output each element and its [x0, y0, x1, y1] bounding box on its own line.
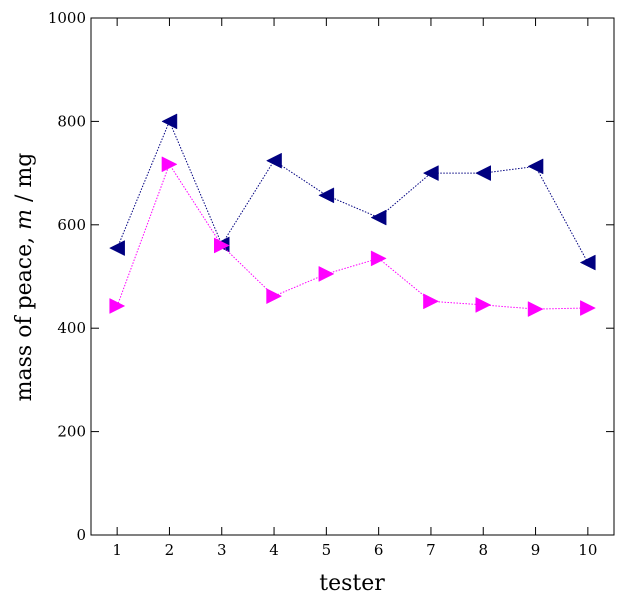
series-1-point-10 [579, 254, 596, 271]
series-1-point-7 [422, 165, 439, 182]
x-axis-label: tester [319, 571, 385, 596]
series-layer [109, 113, 596, 317]
series-2-point-5 [318, 266, 335, 282]
series-1-point-1 [109, 240, 125, 256]
x-tick-label-7: 7 [426, 541, 436, 559]
series-2-point-3 [214, 237, 230, 254]
y-axis-label: mass of peace, m / mg [12, 153, 37, 402]
series-1-point-5 [318, 187, 335, 204]
series-1-point-8 [475, 165, 491, 182]
x-tick-label-5: 5 [322, 541, 332, 559]
y-tick-label-600: 600 [57, 216, 86, 234]
series-1-point-6 [370, 209, 387, 226]
series-2-point-10 [580, 300, 596, 316]
series-2-point-4 [266, 288, 283, 305]
y-axis-label-prefix: mass of peace, [12, 230, 37, 401]
x-tick-label-3: 3 [217, 541, 227, 559]
series-1-point-4 [265, 152, 282, 169]
series-2-point-9 [527, 301, 544, 317]
series-2-line [116, 163, 588, 310]
y-tick-label-400: 400 [57, 319, 86, 337]
plot-frame [90, 17, 615, 536]
series-2-point-1 [109, 298, 126, 314]
x-tick-label-1: 1 [112, 541, 122, 559]
series-2-point-6 [370, 250, 387, 267]
y-tick-label-0: 0 [76, 526, 86, 544]
series-2-point-8 [475, 297, 492, 313]
series-1-line [116, 120, 589, 263]
series-2 [109, 156, 596, 317]
y-axis-label-variable: m [12, 209, 37, 230]
y-tick-label-800: 800 [57, 112, 86, 130]
y-axis-label-suffix: / mg [12, 153, 37, 209]
x-tick-label-9: 9 [531, 541, 541, 559]
y-tick-label-200: 200 [57, 423, 86, 441]
x-tick-label-10: 10 [578, 541, 597, 559]
series-2-point-2 [161, 156, 178, 173]
x-tick-label-4: 4 [269, 541, 279, 559]
series-1-point-2 [161, 113, 178, 130]
series-1 [109, 113, 596, 271]
x-tick-label-2: 2 [165, 541, 175, 559]
series-1-point-9 [527, 158, 544, 175]
axes-layer: 1 2 3 4 5 6 7 8 9 10 0 200 400 600 800 1000 [48, 9, 615, 559]
y-tick-label-1000: 1000 [48, 9, 86, 27]
x-tick-label-8: 8 [478, 541, 488, 559]
x-tick-label-6: 6 [374, 541, 384, 559]
series-2-point-7 [423, 293, 440, 310]
